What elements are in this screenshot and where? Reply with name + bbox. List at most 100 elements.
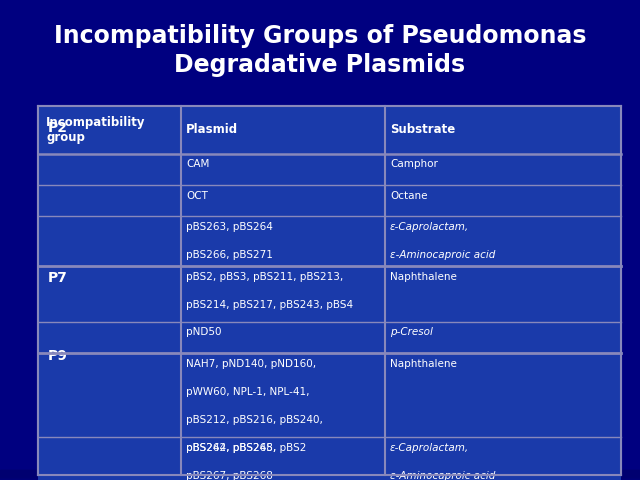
Bar bbox=[0, 472, 640, 477]
Bar bbox=[0, 474, 640, 479]
Bar bbox=[0, 475, 640, 480]
Bar bbox=[0, 472, 640, 477]
Bar bbox=[0, 474, 640, 479]
Bar bbox=[0, 471, 640, 476]
Bar bbox=[0, 473, 640, 478]
Bar bbox=[0, 475, 640, 480]
Bar bbox=[0, 470, 640, 475]
Bar bbox=[0, 472, 640, 477]
Bar bbox=[0, 471, 640, 476]
Bar bbox=[0, 471, 640, 476]
Bar bbox=[0, 474, 640, 479]
Text: NAH7, pND140, pND160,

pWW60, NPL-1, NPL-41,

pBS212, pBS216, pBS240,

pBS244, p: NAH7, pND140, pND160, pWW60, NPL-1, NPL-… bbox=[186, 359, 323, 453]
Bar bbox=[0, 474, 640, 479]
Bar bbox=[38, 437, 621, 480]
Text: P9: P9 bbox=[48, 349, 68, 363]
Bar bbox=[38, 353, 621, 437]
Bar bbox=[0, 473, 640, 478]
Bar bbox=[0, 472, 640, 477]
Bar bbox=[0, 474, 640, 479]
Bar bbox=[0, 474, 640, 479]
Bar bbox=[0, 473, 640, 478]
Bar bbox=[0, 475, 640, 480]
Bar bbox=[0, 475, 640, 480]
Bar bbox=[0, 471, 640, 476]
Bar bbox=[0, 473, 640, 478]
Bar bbox=[0, 472, 640, 477]
Bar bbox=[0, 472, 640, 477]
Text: Octane: Octane bbox=[390, 191, 428, 201]
Bar bbox=[0, 475, 640, 480]
Bar bbox=[0, 471, 640, 476]
Bar bbox=[0, 471, 640, 476]
Bar bbox=[0, 473, 640, 478]
Bar bbox=[38, 216, 621, 266]
Bar bbox=[0, 474, 640, 479]
Bar bbox=[0, 471, 640, 476]
Text: OCT: OCT bbox=[186, 191, 208, 201]
Bar bbox=[0, 473, 640, 478]
Bar bbox=[0, 473, 640, 478]
Bar bbox=[38, 106, 621, 154]
Bar bbox=[0, 471, 640, 476]
Bar bbox=[0, 471, 640, 476]
Text: ε-Caprolactam,

ε-Aminocaproic acid: ε-Caprolactam, ε-Aminocaproic acid bbox=[390, 222, 495, 260]
Bar bbox=[0, 471, 640, 476]
Text: Naphthalene: Naphthalene bbox=[390, 272, 457, 282]
Bar bbox=[0, 474, 640, 479]
Bar bbox=[0, 475, 640, 480]
Bar bbox=[0, 475, 640, 480]
Bar bbox=[0, 473, 640, 478]
Text: CAM: CAM bbox=[186, 159, 209, 169]
Bar bbox=[0, 470, 640, 475]
Bar bbox=[38, 266, 621, 322]
Bar bbox=[38, 185, 621, 216]
Bar bbox=[0, 473, 640, 478]
Text: ε-Caprolactam,

ε-Aminocaproic acid: ε-Caprolactam, ε-Aminocaproic acid bbox=[390, 443, 495, 480]
Bar bbox=[0, 471, 640, 476]
Bar bbox=[0, 471, 640, 476]
Bar bbox=[0, 474, 640, 479]
Bar bbox=[0, 474, 640, 479]
Bar bbox=[0, 473, 640, 478]
Bar bbox=[0, 470, 640, 475]
Text: Naphthalene: Naphthalene bbox=[390, 359, 457, 369]
Bar bbox=[0, 475, 640, 480]
Text: p-Cresol: p-Cresol bbox=[390, 327, 433, 337]
Text: Incompatibility Groups of Pseudomonas
Degradative Plasmids: Incompatibility Groups of Pseudomonas De… bbox=[54, 24, 586, 77]
Text: pBS262, pBS265,

pBS267, pBS268: pBS262, pBS265, pBS267, pBS268 bbox=[186, 443, 276, 480]
Bar bbox=[0, 475, 640, 480]
Bar bbox=[0, 473, 640, 478]
Bar bbox=[0, 475, 640, 480]
Bar bbox=[0, 473, 640, 478]
Bar bbox=[0, 473, 640, 478]
Bar bbox=[0, 474, 640, 479]
Bar bbox=[0, 474, 640, 479]
Bar bbox=[0, 471, 640, 476]
Bar bbox=[0, 473, 640, 478]
Text: P7: P7 bbox=[48, 271, 68, 286]
Text: P2: P2 bbox=[48, 121, 68, 135]
Bar bbox=[0, 474, 640, 479]
Bar bbox=[0, 472, 640, 477]
Bar bbox=[0, 475, 640, 480]
Bar bbox=[0, 473, 640, 478]
Bar bbox=[0, 471, 640, 476]
Bar bbox=[0, 473, 640, 478]
Bar bbox=[0, 473, 640, 478]
Text: Plasmid: Plasmid bbox=[186, 123, 238, 136]
Bar bbox=[0, 474, 640, 479]
Bar bbox=[0, 472, 640, 477]
Bar bbox=[0, 471, 640, 476]
Bar bbox=[0, 475, 640, 480]
Bar bbox=[0, 474, 640, 479]
Text: Incompatibility
group: Incompatibility group bbox=[46, 116, 145, 144]
Bar bbox=[38, 154, 621, 185]
Bar bbox=[0, 475, 640, 480]
Bar bbox=[0, 474, 640, 479]
Bar bbox=[0, 470, 640, 475]
Bar bbox=[0, 470, 640, 475]
Bar bbox=[0, 473, 640, 478]
Text: pND50: pND50 bbox=[186, 327, 221, 337]
Bar bbox=[0, 471, 640, 476]
